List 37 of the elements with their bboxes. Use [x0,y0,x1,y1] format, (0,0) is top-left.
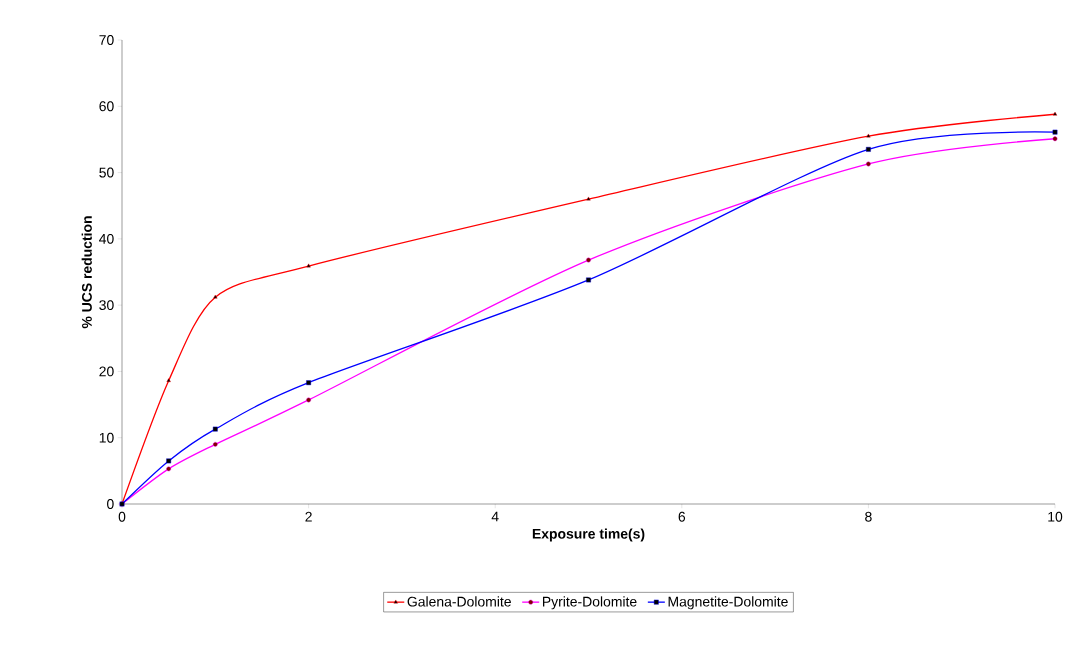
y-tick-label: 70 [99,35,114,45]
point [166,378,171,383]
point [166,458,172,464]
point [306,263,311,268]
point [212,441,218,447]
x-tick-label: 6 [678,511,686,522]
legend-label: Magnetite-Dolomite [668,596,788,610]
point [586,257,591,263]
y-tick-label: 60 [99,101,114,112]
point [866,133,871,138]
point [166,466,172,472]
point [213,294,218,299]
x-tick-label: 4 [491,511,499,522]
point [586,277,591,283]
y-tick-label: 40 [99,233,114,244]
x-tick-label: 10 [1048,511,1063,522]
legend-label: Galena-Dolomite [407,596,511,607]
point [306,397,311,403]
x-tick-label: 2 [305,511,312,522]
x-tick-label: 0 [118,511,126,522]
x-axis-title: Exposure time(s) [532,528,645,542]
point [1052,129,1058,135]
point [306,380,311,386]
y-tick-label: 30 [99,300,114,311]
point [1052,136,1058,142]
point [1052,111,1058,116]
y-tick-label: 10 [99,432,114,443]
point [866,146,871,152]
x-tick-label: 8 [865,511,872,522]
point [586,196,591,201]
y-tick-label: 50 [99,167,114,178]
legend-label: Pyrite-Dolomite [542,596,637,610]
y-tick-label: 0 [107,499,114,509]
y-axis-title: % UCS reduction [81,216,92,329]
point [866,161,871,167]
y-tick-label: 20 [99,366,114,377]
point [212,426,218,432]
